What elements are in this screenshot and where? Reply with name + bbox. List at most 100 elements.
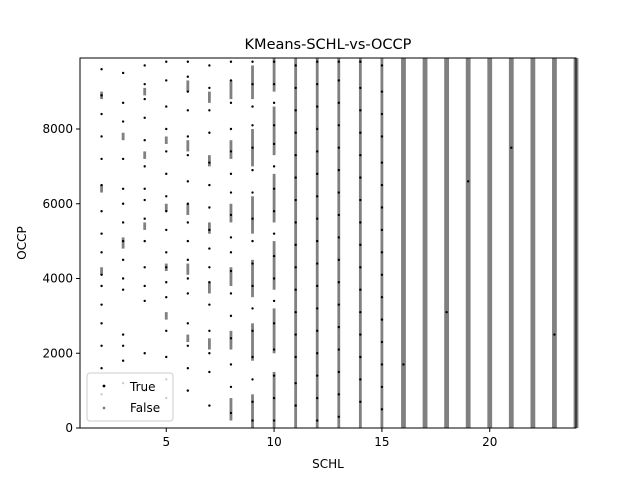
true-point — [143, 64, 146, 67]
true-point — [337, 281, 340, 284]
y-tick-label: 2000 — [42, 346, 73, 360]
true-point — [100, 112, 103, 116]
legend-label-false: False — [130, 401, 160, 415]
true-point — [143, 116, 146, 120]
false-point-band — [508, 58, 514, 428]
true-point — [380, 183, 384, 187]
true-point — [316, 127, 319, 131]
true-point — [380, 408, 384, 411]
true-point — [272, 299, 276, 303]
true-point — [100, 251, 103, 254]
false-point-band — [229, 80, 233, 100]
true-point — [337, 191, 340, 194]
true-point — [359, 266, 362, 269]
false-point-band — [100, 185, 103, 193]
true-point — [337, 258, 340, 262]
true-point — [100, 183, 103, 187]
true-point — [186, 75, 190, 78]
true-point — [272, 210, 276, 213]
true-point — [251, 191, 254, 194]
true-point — [229, 269, 233, 273]
true-point — [251, 262, 254, 265]
true-point — [402, 363, 405, 366]
true-point — [359, 333, 362, 336]
true-point — [186, 60, 190, 63]
true-point — [272, 142, 276, 146]
true-point — [121, 187, 125, 191]
true-point — [380, 385, 384, 389]
true-point — [229, 314, 233, 318]
false-point-band — [186, 263, 190, 275]
false-point-band — [552, 58, 557, 428]
false-point-band — [207, 155, 211, 167]
true-point — [165, 79, 168, 82]
true-point — [316, 284, 319, 288]
x-tick-label: 10 — [266, 435, 281, 449]
true-point — [359, 243, 362, 247]
false-point-band — [143, 87, 147, 96]
true-point — [272, 322, 276, 325]
true-point — [316, 374, 319, 377]
legend-marker-false — [102, 406, 106, 410]
true-point — [165, 355, 168, 359]
false-point-band — [380, 58, 384, 428]
false-point-band — [207, 91, 211, 103]
true-point — [100, 94, 103, 97]
false-point-band — [229, 203, 233, 223]
true-point — [121, 333, 125, 336]
true-point — [100, 135, 103, 138]
true-point — [121, 221, 125, 224]
true-point — [229, 251, 233, 254]
true-point — [359, 153, 362, 157]
true-point — [229, 60, 233, 63]
true-point — [229, 385, 233, 389]
true-point — [316, 82, 319, 86]
false-point-band — [207, 222, 211, 234]
true-point — [272, 187, 276, 191]
true-point — [165, 172, 168, 176]
true-point — [186, 90, 190, 93]
chart-title: KMeans-SCHL-vs-OCCP — [245, 37, 412, 53]
y-tick-label: 8000 — [42, 122, 73, 136]
true-point — [100, 157, 103, 161]
true-point — [337, 348, 340, 351]
true-point — [337, 168, 340, 172]
true-point — [272, 82, 276, 86]
true-point — [186, 202, 190, 205]
true-point — [100, 303, 103, 306]
true-point — [272, 101, 276, 105]
true-point — [100, 344, 103, 347]
true-point — [121, 288, 125, 291]
false-point-band — [186, 80, 190, 92]
true-point — [316, 419, 319, 422]
true-point — [359, 355, 362, 359]
true-point — [294, 86, 297, 90]
true-point — [229, 236, 233, 239]
true-point — [208, 86, 211, 90]
true-point — [380, 251, 384, 254]
true-point — [294, 381, 297, 385]
true-point — [121, 202, 125, 205]
false-point-band — [229, 330, 233, 350]
true-point — [316, 329, 319, 333]
false-point-band — [272, 106, 276, 156]
true-point — [337, 124, 340, 127]
true-point — [100, 322, 103, 325]
true-point — [294, 64, 297, 67]
true-point — [121, 239, 125, 243]
true-point — [359, 109, 362, 112]
true-point — [143, 299, 146, 303]
true-point — [251, 217, 254, 220]
true-point — [229, 172, 233, 176]
false-point-band — [229, 267, 233, 286]
y-tick-label: 0 — [65, 421, 73, 435]
false-point-band — [207, 282, 211, 294]
true-point — [251, 355, 254, 359]
true-point — [208, 281, 211, 284]
true-point — [121, 101, 125, 105]
true-point — [380, 363, 384, 366]
false-point-band — [272, 58, 276, 92]
true-point — [251, 307, 254, 310]
true-point — [208, 370, 211, 374]
